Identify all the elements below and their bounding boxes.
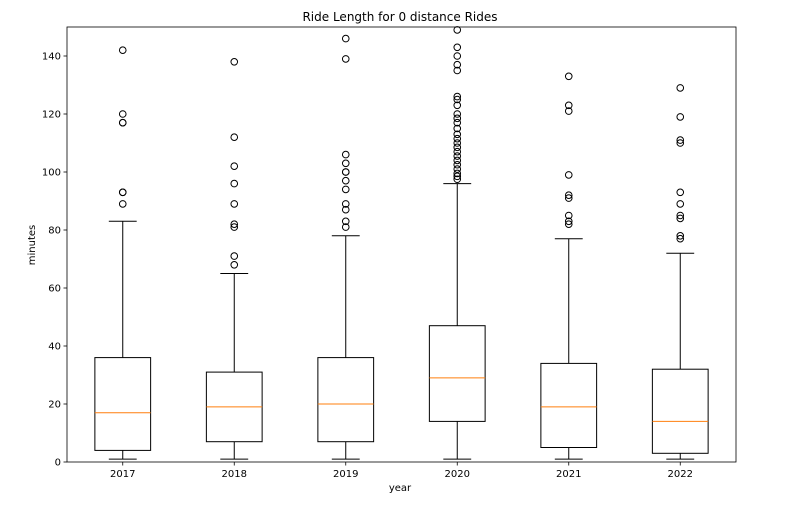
iqr-box <box>540 362 598 448</box>
iqr-box <box>317 357 375 443</box>
outlier-point <box>341 168 350 176</box>
outlier-point <box>564 194 573 202</box>
outlier-point <box>230 252 239 260</box>
outlier-point <box>230 223 239 231</box>
x-tick-label: 2020 <box>445 469 470 480</box>
y-tick-label: 120 <box>42 110 61 121</box>
outlier-point <box>676 232 685 240</box>
outlier-point <box>564 72 573 81</box>
outlier-point <box>341 176 350 185</box>
plot-area: 0 20 40 60 80 100 120 140 2017 2018 2019 2020 2021 20… <box>42 26 737 480</box>
outlier-point <box>676 139 685 147</box>
outlier-point <box>453 101 462 110</box>
outlier-point <box>676 113 685 121</box>
outlier-point <box>230 179 239 188</box>
outlier-point <box>564 191 573 199</box>
outlier-point <box>453 134 462 143</box>
y-tick-label: 60 <box>48 284 61 295</box>
outlier-point <box>676 211 685 220</box>
outlier-point <box>453 118 462 127</box>
y-tick-label: 140 <box>42 52 61 63</box>
outlier-point <box>453 160 462 169</box>
outlier-point <box>453 156 462 165</box>
outlier-point <box>341 223 350 231</box>
outlier-point <box>230 200 239 208</box>
outlier-point <box>453 26 462 34</box>
chart-title: Ride Length for 0 distance Rides <box>302 10 497 24</box>
outlier-point <box>341 150 350 159</box>
outlier-point <box>564 171 573 179</box>
outlier-point <box>118 118 127 127</box>
outlier-point <box>341 200 350 208</box>
outlier-point <box>230 220 239 228</box>
outlier-point <box>564 217 573 226</box>
outlier-point <box>676 136 685 144</box>
outlier-point <box>453 92 462 101</box>
outlier-point <box>118 46 127 55</box>
outlier-point <box>453 110 462 118</box>
x-tick-label: 2021 <box>556 469 581 480</box>
outlier-point <box>676 214 685 223</box>
y-tick-label: 40 <box>48 342 61 353</box>
outlier-point <box>564 101 573 110</box>
iqr-box <box>428 325 486 422</box>
outlier-point <box>453 172 462 181</box>
plot-frame <box>66 26 737 463</box>
outlier-point <box>118 188 127 197</box>
outlier-point <box>564 220 573 228</box>
outlier-point <box>453 95 462 104</box>
outlier-point <box>453 139 462 147</box>
outlier-point <box>564 107 573 115</box>
outlier-point <box>453 114 462 123</box>
outlier-point <box>230 58 239 66</box>
outlier-point <box>453 147 462 156</box>
iqr-box <box>651 368 709 454</box>
outlier-point <box>453 130 462 139</box>
outlier-point <box>341 185 350 194</box>
outlier-point <box>341 217 350 226</box>
outlier-point <box>230 133 239 141</box>
y-axis-label: minutes <box>27 225 38 265</box>
x-axis-label: year <box>389 483 412 494</box>
outlier-point <box>676 188 685 197</box>
outlier-point <box>453 43 462 52</box>
outlier-point <box>453 52 462 60</box>
outlier-point <box>453 165 462 173</box>
outlier-point <box>453 169 462 178</box>
outlier-point <box>676 84 685 92</box>
y-tick-label: 80 <box>48 226 61 237</box>
outlier-point <box>676 234 685 243</box>
outlier-point <box>453 152 462 160</box>
x-tick-label: 2017 <box>110 469 135 480</box>
y-tick-label: 20 <box>48 400 61 411</box>
outlier-point <box>453 66 462 75</box>
x-tick-label: 2022 <box>668 469 693 480</box>
outlier-point <box>341 159 350 168</box>
outlier-point <box>453 143 462 152</box>
outlier-point <box>341 34 350 43</box>
outlier-point <box>453 60 462 69</box>
outlier-point <box>564 211 573 220</box>
outlier-point <box>341 55 350 63</box>
x-tick-label: 2019 <box>333 469 358 480</box>
outlier-point <box>118 200 127 208</box>
outlier-point <box>118 110 127 118</box>
y-tick-label: 0 <box>55 458 61 469</box>
outlier-point <box>230 261 239 269</box>
iqr-box <box>94 357 152 451</box>
y-tick-label: 100 <box>42 168 61 179</box>
outlier-point <box>453 175 462 184</box>
outlier-point <box>341 205 350 214</box>
outlier-point <box>453 124 462 133</box>
x-tick-label: 2018 <box>222 469 247 480</box>
outlier-point <box>676 200 685 208</box>
outlier-point <box>230 162 239 170</box>
